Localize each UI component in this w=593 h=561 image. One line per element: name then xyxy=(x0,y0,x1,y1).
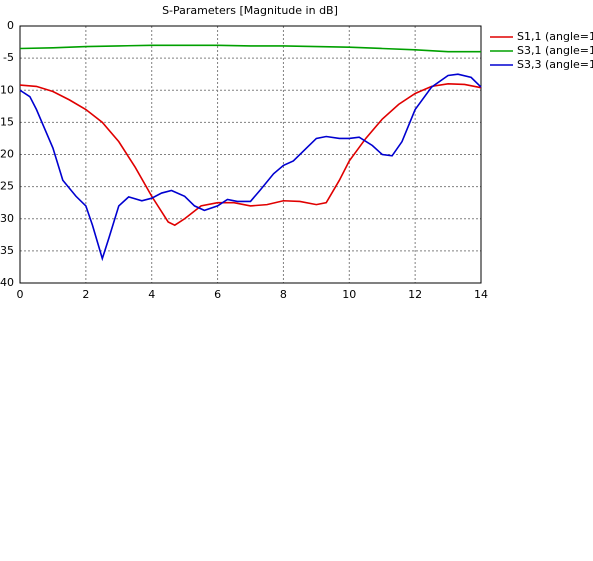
y-tick-label: -10 xyxy=(0,83,14,96)
y-tick-label: 0 xyxy=(7,19,14,32)
x-tick-label: 12 xyxy=(408,288,422,301)
series-line xyxy=(19,44,481,53)
x-tick-label: 8 xyxy=(280,288,287,301)
chart-title: S-Parameters [Magnitude in dB] xyxy=(162,4,338,17)
plot-frame xyxy=(19,25,482,284)
y-tick-label: -15 xyxy=(0,115,14,128)
y-tick-label: -35 xyxy=(0,244,14,257)
legend-label: S1,1 (angle=1) xyxy=(517,30,593,43)
series-line xyxy=(19,83,482,227)
x-tick-label: 10 xyxy=(342,288,356,301)
x-tick-label: 4 xyxy=(148,288,155,301)
x-tick-label: 6 xyxy=(214,288,221,301)
y-tick-label: -20 xyxy=(0,148,14,161)
legend-label: S3,1 (angle=1) xyxy=(517,44,593,57)
x-tick-label: 2 xyxy=(82,288,89,301)
series-line xyxy=(19,73,482,262)
y-tick-label: -30 xyxy=(0,212,14,225)
y-tick-label: -25 xyxy=(0,180,14,193)
y-tick-label: -5 xyxy=(3,51,14,64)
legend-label: S3,3 (angle=1) xyxy=(517,58,593,71)
x-tick-label: 0 xyxy=(17,288,24,301)
y-tick-label: -40 xyxy=(0,276,14,289)
x-tick-label: 14 xyxy=(474,288,488,301)
